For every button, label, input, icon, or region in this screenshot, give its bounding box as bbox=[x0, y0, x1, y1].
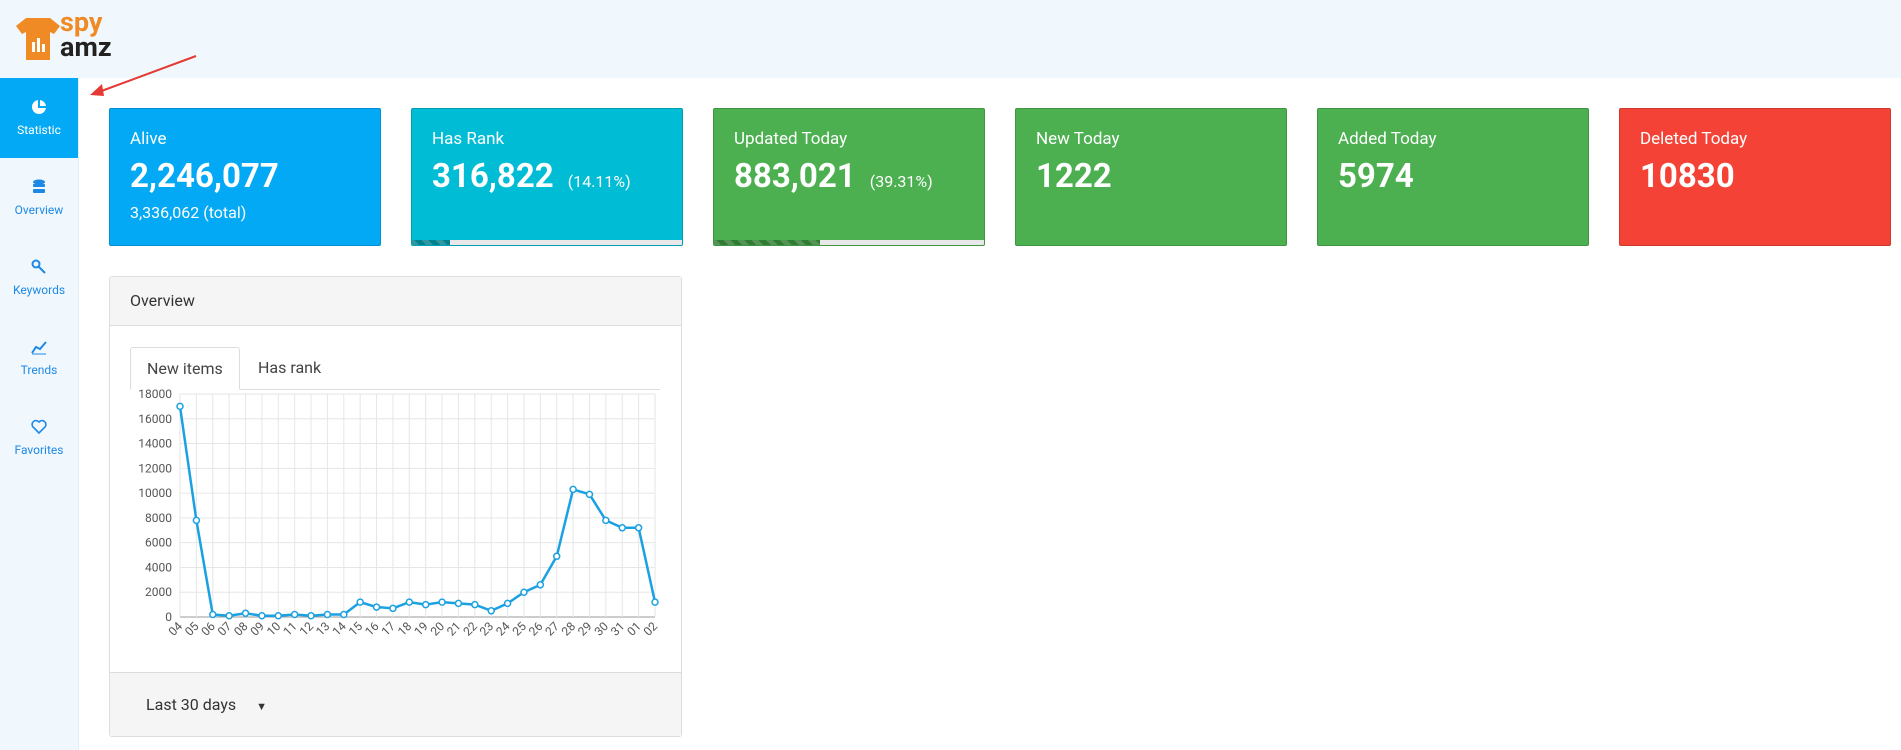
data-point bbox=[340, 610, 348, 619]
data-point bbox=[634, 524, 643, 532]
card-title: Has Rank bbox=[432, 129, 505, 149]
chart: 0 2000 4000 6000 8000 10000 12000 14000 16000 180… bbox=[138, 387, 661, 639]
data-point bbox=[372, 603, 381, 611]
card-title: Added Today bbox=[1338, 129, 1437, 149]
data-point bbox=[454, 599, 463, 608]
y-tick-label: 2000 bbox=[145, 585, 172, 599]
nav-item[interactable]: Favorites bbox=[0, 398, 78, 478]
overview-panel: Overview New items Has rank Last 30 days… bbox=[109, 276, 682, 737]
card-title: New Today bbox=[1036, 129, 1120, 149]
y-tick-label: 4000 bbox=[145, 560, 172, 574]
data-point bbox=[520, 588, 528, 596]
y-tick-label: 8000 bbox=[145, 511, 172, 525]
data-line bbox=[178, 406, 657, 618]
stat-card: Has Rank 316,822 (14.11%) bbox=[411, 108, 683, 246]
y-tick-label: 18000 bbox=[138, 387, 172, 401]
x-tick-label: 02 bbox=[641, 619, 661, 639]
data-point bbox=[323, 610, 332, 619]
tabs: New items Has rank bbox=[130, 347, 660, 390]
data-point bbox=[209, 610, 217, 619]
card-value: 10830 bbox=[1640, 157, 1735, 196]
nav-label: Keywords bbox=[12, 283, 66, 297]
y-tick-label: 0 bbox=[165, 610, 172, 624]
y-tick-label: 14000 bbox=[138, 437, 172, 451]
stat-card: Added Today 5974 bbox=[1317, 108, 1589, 246]
nav-label: Statistic bbox=[17, 123, 61, 137]
card-percent: (39.31%) bbox=[869, 172, 933, 191]
card-value: 1222 bbox=[1036, 157, 1112, 196]
progress-bar bbox=[412, 240, 451, 245]
card-value: 5974 bbox=[1338, 157, 1414, 196]
panel-footer: Last 30 days ▼ bbox=[110, 672, 681, 736]
card-value: 316,822 (14.11%) bbox=[432, 157, 631, 196]
data-point bbox=[258, 612, 266, 620]
data-point bbox=[421, 600, 430, 609]
data-point bbox=[651, 598, 659, 606]
logo-icon bbox=[16, 18, 60, 60]
card-number: 883,021 bbox=[734, 157, 856, 196]
progress-track bbox=[714, 240, 984, 245]
data-point bbox=[389, 604, 397, 613]
logo-text: amz bbox=[60, 31, 112, 63]
data-point bbox=[290, 610, 299, 619]
stat-card: Updated Today 883,021 (39.31%) bbox=[713, 108, 985, 246]
card-title: Updated Today bbox=[734, 129, 848, 149]
data-point bbox=[471, 600, 479, 609]
stat-card: Alive 2,246,077 3,336,062 (total) bbox=[109, 108, 381, 246]
nav-item[interactable]: Trends bbox=[0, 318, 78, 398]
card-title: Deleted Today bbox=[1640, 129, 1748, 149]
stat-card: New Today 1222 bbox=[1015, 108, 1287, 246]
nav-item[interactable]: Statistic bbox=[0, 78, 78, 158]
nav-item[interactable]: Keywords bbox=[0, 238, 78, 318]
stat-card: Deleted Today 10830 bbox=[1619, 108, 1891, 246]
data-point bbox=[356, 598, 364, 606]
data-point bbox=[438, 598, 446, 606]
range-select[interactable]: Last 30 days bbox=[146, 695, 237, 714]
header: spy amz bbox=[0, 0, 1901, 96]
nav-label: Overview bbox=[14, 203, 64, 217]
data-point bbox=[487, 607, 495, 615]
card-number: 316,822 bbox=[432, 157, 554, 196]
card-number: 1222 bbox=[1036, 157, 1112, 196]
annotation-arrow bbox=[90, 55, 197, 96]
data-point bbox=[225, 612, 233, 620]
progress-bar bbox=[714, 240, 821, 245]
sidebar: Statistic Overview Keywords Trends Favorites bbox=[0, 78, 79, 750]
y-tick-label: 16000 bbox=[138, 412, 172, 426]
data-point bbox=[585, 490, 594, 499]
tab[interactable]: New items bbox=[130, 347, 240, 390]
data-point bbox=[552, 552, 561, 561]
panel-title: Overview bbox=[110, 277, 681, 326]
logo-text: spy bbox=[60, 6, 103, 38]
nav-label: Favorites bbox=[14, 443, 64, 457]
data-point bbox=[405, 598, 414, 606]
card-value: 883,021 (39.31%) bbox=[734, 157, 933, 196]
data-point bbox=[307, 612, 315, 620]
y-tick-label: 10000 bbox=[138, 486, 172, 500]
data-point bbox=[569, 485, 577, 494]
card-sub: 3,336,062 (total) bbox=[130, 203, 247, 222]
data-point bbox=[536, 581, 545, 589]
card-percent: (14.11%) bbox=[567, 172, 631, 191]
y-tick-label: 12000 bbox=[138, 461, 172, 475]
nav-label: Trends bbox=[20, 363, 58, 377]
progress-track bbox=[412, 240, 682, 245]
data-point bbox=[176, 402, 184, 411]
y-tick-label: 6000 bbox=[145, 536, 172, 550]
card-number: 2,246,077 bbox=[130, 157, 279, 196]
tab[interactable]: Has rank bbox=[258, 358, 322, 377]
data-point bbox=[192, 516, 201, 525]
card-number: 5974 bbox=[1338, 157, 1414, 196]
data-point bbox=[241, 609, 250, 618]
nav-item[interactable]: Overview bbox=[0, 158, 78, 238]
data-point bbox=[503, 599, 512, 608]
data-point bbox=[274, 612, 283, 620]
card-number: 10830 bbox=[1640, 157, 1735, 196]
card-value: 2,246,077 bbox=[130, 157, 279, 196]
data-point bbox=[602, 516, 610, 525]
data-point bbox=[618, 524, 626, 532]
card-title: Alive bbox=[130, 129, 167, 149]
